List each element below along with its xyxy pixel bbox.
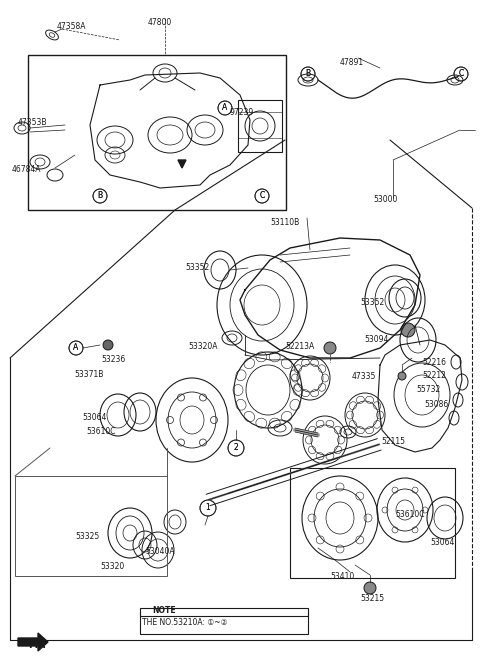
Text: C: C [259, 191, 264, 201]
Text: 53040A: 53040A [145, 547, 175, 556]
Bar [290, 468, 455, 578]
Text: 53094: 53094 [364, 335, 388, 344]
Text: 53086: 53086 [424, 400, 448, 409]
Text: 53325: 53325 [75, 532, 99, 541]
Text: C: C [458, 70, 464, 78]
Text: A: A [73, 343, 79, 353]
Ellipse shape [364, 582, 376, 594]
Text: 53371B: 53371B [74, 370, 103, 379]
Text: 53215: 53215 [360, 594, 384, 603]
Text: 53352: 53352 [185, 263, 209, 272]
Text: 47353B: 47353B [18, 118, 48, 127]
Text: 53410: 53410 [330, 572, 354, 581]
Text: A: A [73, 343, 79, 353]
Ellipse shape [401, 323, 415, 337]
Text: A: A [222, 103, 228, 113]
Text: 1: 1 [205, 503, 210, 513]
Ellipse shape [398, 372, 406, 380]
Ellipse shape [103, 340, 113, 350]
Text: B: B [305, 70, 311, 78]
Text: C: C [259, 191, 264, 201]
Text: FR.: FR. [28, 640, 46, 650]
Text: NOTE: NOTE [152, 606, 176, 615]
Text: B: B [97, 191, 103, 201]
Text: 47800: 47800 [148, 18, 172, 27]
Text: 53610C: 53610C [86, 427, 116, 436]
Bar [140, 608, 308, 634]
Bar [28, 55, 286, 210]
Bar [238, 100, 282, 152]
Text: 47335: 47335 [352, 372, 376, 381]
Text: B: B [305, 70, 311, 78]
Text: 53110B: 53110B [270, 218, 299, 227]
Text: 53610C: 53610C [395, 510, 424, 519]
Text: 2: 2 [234, 443, 239, 453]
Text: 52212: 52212 [422, 371, 446, 380]
Text: 53352: 53352 [360, 298, 384, 307]
Text: C: C [458, 70, 464, 78]
Text: 53064: 53064 [430, 538, 455, 547]
Text: 52213A: 52213A [285, 342, 314, 351]
Text: B: B [97, 191, 103, 201]
Text: 55732: 55732 [416, 385, 440, 394]
Text: 53064: 53064 [82, 413, 107, 422]
Text: 52115: 52115 [381, 437, 405, 446]
Text: 53000: 53000 [373, 195, 397, 204]
Text: 53320: 53320 [100, 562, 124, 571]
Text: 2: 2 [234, 443, 239, 453]
Bar [15, 476, 167, 576]
Text: THE NO.53210A: ①~②: THE NO.53210A: ①~② [142, 618, 228, 627]
Polygon shape [18, 633, 48, 651]
Text: A: A [222, 103, 228, 113]
Text: 53236: 53236 [101, 355, 125, 364]
Text: 47891: 47891 [340, 58, 364, 67]
Text: 46784A: 46784A [12, 165, 41, 174]
Polygon shape [178, 160, 186, 168]
Text: 97239: 97239 [229, 108, 253, 117]
Text: 1: 1 [205, 503, 210, 513]
Text: 53320A: 53320A [188, 342, 217, 351]
Text: 52216: 52216 [422, 358, 446, 367]
Ellipse shape [324, 342, 336, 354]
Text: 47358A: 47358A [57, 22, 86, 31]
